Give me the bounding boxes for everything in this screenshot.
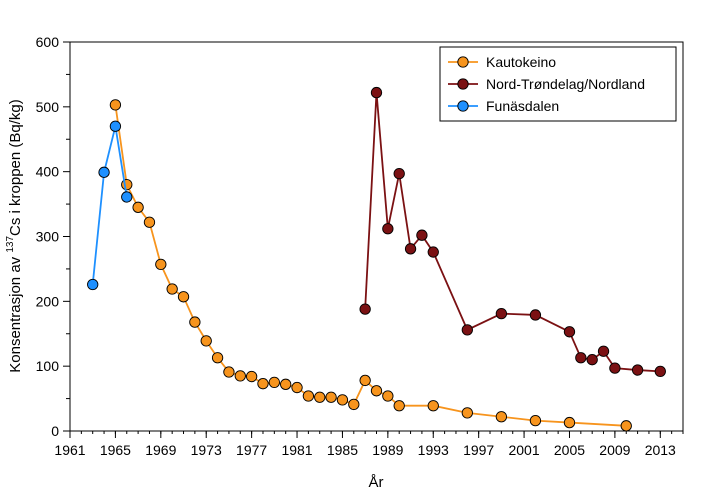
data-point	[461, 324, 473, 336]
data-point	[620, 420, 632, 432]
data-point	[177, 291, 190, 303]
legend-item: Kautokeino	[448, 54, 556, 70]
y-tick-label: 0	[51, 423, 59, 439]
data-point	[189, 316, 201, 328]
axes: 1961 1965 1969 1973 1977 1981 1985 1989 1993 1997…	[36, 34, 684, 458]
legend-marker	[457, 56, 469, 68]
series-line	[91, 126, 128, 285]
x-tick-label: 1965	[100, 442, 131, 458]
data-point	[336, 394, 349, 406]
data-point	[404, 243, 417, 255]
x-tick-label: 1969	[145, 442, 176, 458]
data-point	[314, 391, 326, 403]
data-point	[597, 345, 610, 357]
data-point	[223, 366, 235, 378]
data-point	[495, 411, 508, 423]
data-point	[348, 398, 360, 411]
legend-item: Nord-Trøndelag/Nordland	[448, 76, 645, 92]
data-point	[359, 374, 371, 387]
x-axis-title: År	[369, 474, 384, 491]
x-tick-label: 2009	[599, 442, 630, 458]
data-point	[416, 229, 428, 241]
data-point	[166, 283, 178, 295]
legend: Kautokeino Nord-Trøndelag/Nordland Funäsda…	[439, 46, 677, 122]
data-point	[200, 335, 212, 347]
data-point	[121, 191, 133, 203]
legend-marker	[457, 100, 469, 112]
data-point	[291, 381, 303, 394]
legend-item: Funäsdalen	[448, 98, 559, 114]
x-tick-label: 1961	[54, 442, 85, 458]
data-point	[121, 178, 133, 191]
y-axis-title: Konsentrasjon av 137Cs i kroppen (Bq/kg)	[5, 99, 24, 373]
data-point	[132, 201, 144, 213]
x-tick-label: 1981	[281, 442, 312, 458]
data-point	[280, 378, 292, 390]
y-tick-label: 200	[36, 293, 60, 309]
data-point	[461, 407, 473, 419]
data-point	[575, 352, 587, 364]
data-point	[495, 308, 508, 320]
x-tick-label: 2005	[554, 442, 585, 458]
data-point	[109, 99, 122, 111]
x-tick-label: 2013	[645, 442, 676, 458]
data-point	[359, 303, 371, 315]
x-tick-label: 1985	[327, 442, 358, 458]
data-point	[529, 414, 542, 427]
data-point	[393, 400, 405, 412]
data-point	[609, 362, 621, 374]
x-tick-label: 1993	[418, 442, 449, 458]
y-tick-label: 500	[36, 99, 60, 115]
x-tick-label: 1977	[236, 442, 267, 458]
data-point	[325, 391, 337, 403]
data-point	[245, 370, 258, 383]
data-point	[257, 378, 269, 390]
data-point	[563, 326, 576, 338]
x-tick-label: 1989	[372, 442, 403, 458]
series-line	[114, 104, 627, 427]
data-point	[586, 354, 598, 366]
legend-label: Kautokeino	[486, 54, 556, 70]
data-point	[427, 400, 439, 412]
data-point	[393, 167, 405, 180]
data-point	[427, 246, 439, 258]
data-point	[382, 223, 394, 235]
x-tick-label: 1997	[463, 442, 494, 458]
data-point	[268, 376, 280, 389]
y-axis-title-suffix: Cs i kroppen (Bq/kg)	[7, 99, 24, 236]
y-axis-title-prefix: Konsentrasjon av	[7, 253, 24, 373]
data-point	[382, 390, 394, 402]
data-point	[302, 390, 315, 402]
x-tick-label: 2001	[508, 442, 539, 458]
data-point	[143, 216, 156, 228]
legend-box	[439, 46, 677, 122]
data-point	[87, 278, 99, 291]
series-1	[359, 86, 666, 378]
y-tick-label: 600	[36, 34, 60, 50]
data-point	[109, 120, 122, 132]
data-point	[370, 385, 383, 397]
data-point	[234, 370, 246, 382]
data-point	[155, 258, 167, 271]
series-layer	[87, 86, 666, 432]
data-point	[211, 352, 224, 364]
data-point	[529, 309, 542, 321]
legend-label: Nord-Trøndelag/Nordland	[486, 76, 645, 92]
data-point	[563, 416, 576, 429]
y-tick-label: 400	[36, 164, 60, 180]
data-point	[98, 166, 110, 178]
data-point	[654, 365, 666, 378]
data-point	[370, 86, 383, 99]
y-axis-title-superscript: 137	[5, 236, 16, 253]
x-tick-label: 1973	[191, 442, 222, 458]
data-point	[631, 364, 644, 376]
legend-label: Funäsdalen	[486, 98, 559, 114]
series-line	[364, 92, 661, 373]
series-0	[109, 99, 632, 432]
legend-marker	[457, 78, 469, 90]
y-tick-label: 100	[36, 358, 60, 374]
y-tick-label: 300	[36, 229, 60, 245]
series-2	[87, 120, 133, 291]
